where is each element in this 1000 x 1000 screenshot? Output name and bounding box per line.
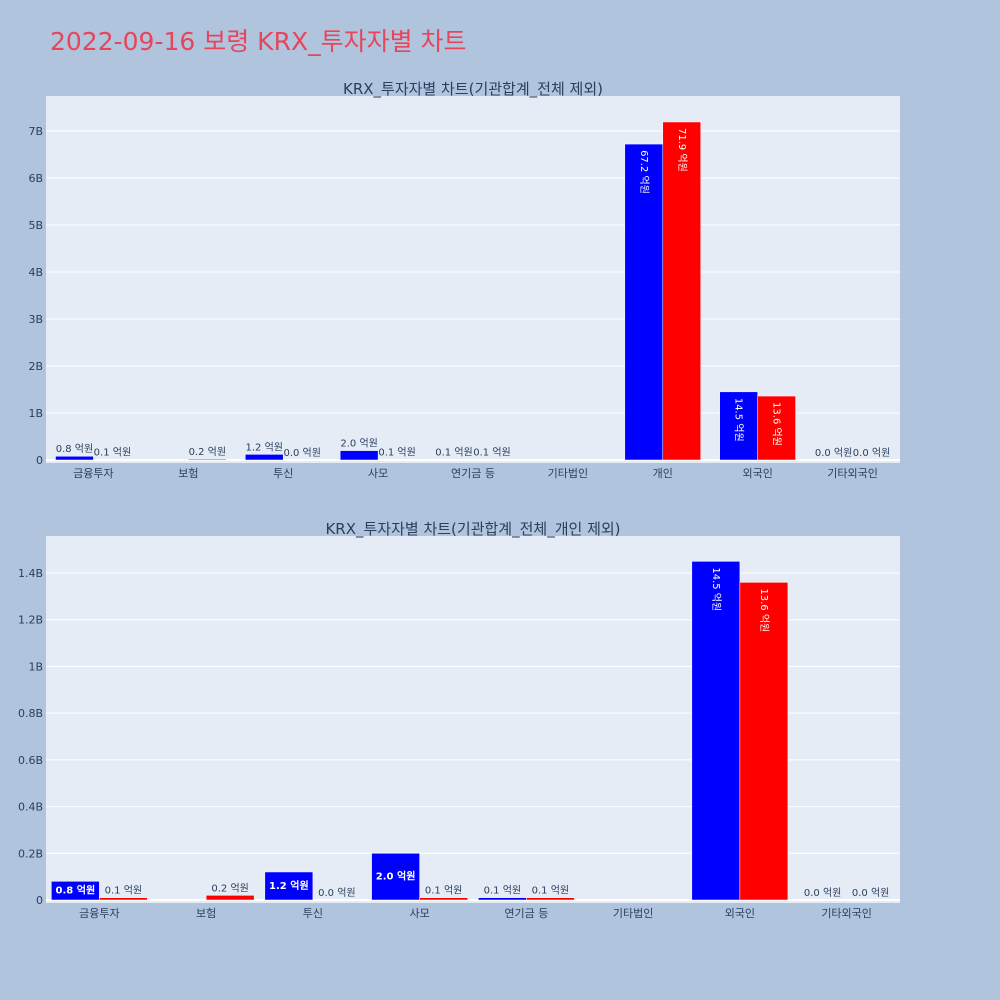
bar	[245, 454, 284, 461]
x-tick-label: 기타외국인	[821, 907, 872, 920]
y-tick-label: 0	[36, 454, 43, 467]
bar-value-label: 0.0 억원	[283, 447, 320, 459]
bar-value-label: 67.2 억원	[638, 150, 650, 194]
bar-value-label: 0.8 억원	[56, 884, 96, 897]
x-tick-label: 투신	[273, 467, 293, 480]
y-tick-label: 0.4B	[18, 801, 43, 814]
bar	[478, 897, 527, 901]
bar-value-label: 13.6 억원	[758, 588, 770, 632]
x-tick-label: 금융투자	[79, 907, 119, 920]
bar	[662, 121, 701, 461]
x-tick-label: 연기금 등	[451, 467, 495, 480]
bar-value-label: 0.0 억원	[815, 447, 852, 459]
bar-value-label: 0.1 억원	[105, 885, 142, 897]
y-tick-label: 3B	[28, 313, 43, 326]
bar-value-label: 0.1 억원	[473, 447, 510, 459]
bar	[339, 450, 379, 461]
bar-value-label: 13.6 억원	[771, 402, 783, 446]
y-tick-label: 1B	[28, 407, 43, 420]
bar-value-label: 0.1 억원	[435, 447, 472, 459]
chart-title: KRX_투자자별 차트(기관합계_전체_개인 제외)	[325, 520, 620, 539]
bar	[526, 897, 575, 901]
bar-value-label: 0.0 억원	[318, 887, 355, 899]
bar	[739, 582, 789, 901]
bar	[264, 871, 314, 901]
x-tick-label: 외국인	[725, 907, 755, 920]
chart-1: 0 1B 2B 3B 4B 5B 6B 7B KRX_투자자별 차트(기관합계_전체 제외) 금융…	[28, 80, 900, 480]
bar-value-label: 0.1 억원	[378, 447, 415, 459]
bar	[371, 853, 420, 901]
bar	[691, 561, 741, 901]
y-tick-label: 5B	[28, 219, 43, 232]
page-title: 2022-09-16 보령 KRX_투자자별 차트	[50, 27, 467, 56]
x-tick-label: 보험	[178, 467, 198, 480]
bar-value-label: 2.0 억원	[376, 870, 416, 883]
bar-value-label: 0.0 억원	[804, 887, 841, 899]
x-tick-label: 연기금 등	[504, 907, 548, 920]
bar-value-label: 0.1 억원	[425, 885, 462, 897]
bar	[205, 895, 255, 901]
y-tick-label: 1.2B	[18, 614, 43, 627]
bar-value-label: 71.9 억원	[676, 128, 688, 172]
y-tick-label: 4B	[28, 266, 43, 279]
bar-value-label: 0.0 억원	[853, 447, 890, 459]
x-tick-label: 외국인	[742, 467, 772, 480]
bar-value-label: 0.1 억원	[484, 885, 521, 897]
bar	[99, 897, 148, 901]
y-tick-label: 0.6B	[18, 754, 43, 767]
bar-value-label: 0.1 억원	[532, 885, 569, 897]
y-tick-label: 0.2B	[18, 847, 43, 860]
bar-value-label: 2.0 억원	[340, 438, 377, 450]
y-tick-label: 1B	[28, 660, 43, 673]
bar	[55, 455, 94, 461]
x-tick-label: 사모	[368, 467, 388, 480]
x-tick-label: 사모	[410, 907, 430, 920]
x-tick-label: 기타법인	[613, 907, 653, 920]
bar-value-label: 0.1 억원	[94, 447, 131, 459]
y-tick-label: 2B	[28, 360, 43, 373]
bar-value-label: 1.2 억원	[246, 441, 283, 453]
chart-2: 0 0.2B 0.4B 0.6B 0.8B 1B 1.2B 1.4B KRX_투자자별 차트(기…	[18, 520, 900, 920]
y-tick-label: 6B	[28, 172, 43, 185]
bar	[419, 897, 468, 901]
bar-value-label: 0.8 억원	[56, 443, 93, 455]
bar-value-label: 0.2 억원	[189, 446, 226, 458]
bar-value-label: 14.5 억원	[710, 567, 722, 611]
bar	[188, 458, 227, 461]
y-tick-label: 7B	[28, 125, 43, 138]
chart-title: KRX_투자자별 차트(기관합계_전체 제외)	[343, 80, 603, 99]
bar	[51, 881, 100, 901]
x-tick-label: 보험	[196, 907, 216, 920]
x-tick-label: 기타외국인	[827, 467, 878, 480]
bar-value-label: 0.0 억원	[852, 887, 889, 899]
bar-value-label: 14.5 억원	[733, 398, 745, 442]
bar-value-label: 0.2 억원	[211, 882, 248, 894]
x-tick-label: 금융투자	[73, 467, 113, 480]
x-tick-label: 개인	[653, 467, 673, 480]
x-tick-label: 투신	[303, 907, 323, 920]
bar-value-label: 1.2 억원	[269, 879, 309, 892]
x-tick-label: 기타법인	[548, 467, 588, 480]
y-tick-label: 0.8B	[18, 707, 43, 720]
y-tick-label: 0	[36, 894, 43, 907]
y-tick-label: 1.4B	[18, 567, 43, 580]
bar	[757, 395, 796, 461]
